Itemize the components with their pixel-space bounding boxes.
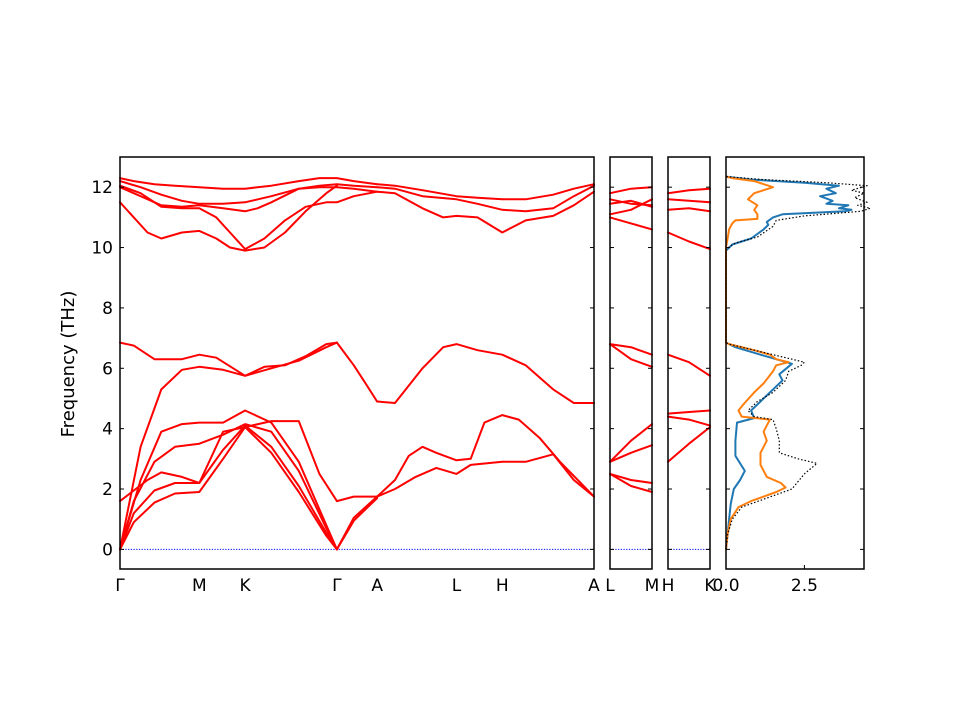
y-tick-label: 8 xyxy=(102,299,113,319)
x-tick-label: H xyxy=(662,576,675,596)
x-tick-label: Γ xyxy=(115,576,125,596)
phonon-band xyxy=(667,409,711,415)
phonon-band xyxy=(119,177,379,190)
dos-x-tick-label: 0.0 xyxy=(712,576,739,596)
phonon-band xyxy=(119,186,379,213)
phonon-band xyxy=(119,180,379,205)
y-tick-label: 6 xyxy=(102,359,113,379)
x-tick-label: K xyxy=(240,576,252,596)
phonon-band xyxy=(335,341,379,403)
phonon-band xyxy=(609,186,653,195)
y-tick-label: 10 xyxy=(91,239,113,259)
phonon-band xyxy=(609,199,653,208)
phonon-band xyxy=(667,353,711,377)
phonon-band xyxy=(376,343,595,404)
x-tick-label: K xyxy=(704,576,716,596)
phonon-band xyxy=(376,183,595,201)
phonon-band xyxy=(609,423,653,463)
phonon-band xyxy=(376,414,595,498)
phonon-band xyxy=(609,216,653,231)
phonon-band xyxy=(609,472,653,493)
band-panel-frame xyxy=(119,156,595,570)
phonon-band xyxy=(119,424,379,551)
phonon-band xyxy=(376,190,595,234)
x-tick-label: L xyxy=(452,576,462,596)
y-tick-label: 4 xyxy=(102,420,113,440)
phonon-band xyxy=(376,184,595,213)
x-tick-label: A xyxy=(371,576,383,596)
y-tick-label: 12 xyxy=(91,178,113,198)
phonon-band xyxy=(609,343,653,368)
y-tick-label: 2 xyxy=(102,480,113,500)
phonon-band xyxy=(335,495,379,503)
phonon-band xyxy=(119,184,379,251)
phonon-band xyxy=(667,187,711,195)
x-tick-label: L xyxy=(605,576,615,596)
dos-curve xyxy=(725,176,871,550)
x-tick-label: M xyxy=(192,576,207,596)
phonon-band xyxy=(119,184,338,252)
phonon-band xyxy=(119,341,338,551)
phonon-band xyxy=(376,453,595,498)
phonon-band xyxy=(119,423,338,551)
dos-panel-frame xyxy=(725,156,865,570)
x-tick-label: M xyxy=(645,576,660,596)
phonon-band xyxy=(609,444,653,463)
phonon-band xyxy=(609,472,653,484)
x-tick-label: H xyxy=(496,576,509,596)
x-tick-label: Γ xyxy=(332,576,342,596)
phonon-band xyxy=(119,420,338,503)
band-panel-frame xyxy=(667,156,711,570)
phonon-band xyxy=(667,415,711,427)
band-panel-frame xyxy=(609,156,653,570)
phonon-band xyxy=(609,198,653,216)
phonon-band xyxy=(609,343,653,356)
y-axis-label: Frequency (THz) xyxy=(58,291,79,438)
dos-curve xyxy=(725,175,790,550)
phonon-band xyxy=(667,207,711,213)
phonon-band xyxy=(119,341,338,377)
phonon-band xyxy=(667,231,711,251)
phonon-band xyxy=(667,426,711,463)
x-tick-label: A xyxy=(588,576,600,596)
phonon-band xyxy=(667,198,711,204)
dos-x-tick-label: 2.5 xyxy=(791,576,818,596)
y-tick-label: 0 xyxy=(102,540,113,560)
phonon-band xyxy=(119,409,338,551)
